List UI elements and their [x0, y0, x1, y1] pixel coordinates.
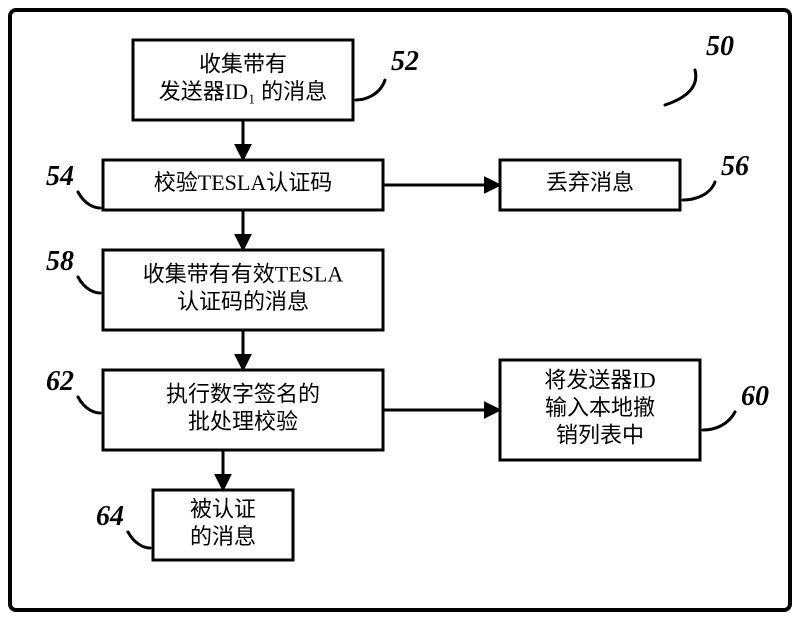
- flowchart: 收集带有发送器ID₁ 的消息校验TESLA认证码 丢弃消息收集带有有效TESLA 认…: [0, 0, 800, 620]
- label-n62: 62: [46, 366, 74, 397]
- node-n64-line-0: 被认证: [190, 496, 256, 521]
- label-lead-n58: [78, 277, 100, 293]
- label-lead-n54: [78, 192, 100, 208]
- node-n62-line-1: 批处理校验: [188, 409, 298, 434]
- node-n52: 收集带有发送器ID₁ 的消息: [133, 40, 353, 120]
- node-n60-line-1: 输入本地撤: [545, 395, 655, 420]
- node-n56: 丢弃消息: [500, 160, 680, 210]
- label-n54: 54: [46, 161, 74, 192]
- label-lead-n56: [683, 182, 715, 200]
- label-n64: 64: [96, 501, 124, 532]
- node-n58-line-0: 收集带有有效TESLA: [143, 261, 344, 286]
- node-n54-line-0: 校验TESLA认证码: [154, 170, 332, 195]
- node-n58: 收集带有有效TESLA 认证码的消息: [103, 250, 383, 330]
- label-n58: 58: [46, 246, 74, 277]
- node-n52-line-0: 收集带有: [199, 51, 287, 76]
- node-n64-line-1: 的消息: [190, 524, 256, 549]
- node-n54: 校验TESLA认证码: [103, 160, 383, 210]
- node-n62-line-0: 执行数字签名的: [166, 381, 320, 406]
- label-n52: 52: [391, 46, 419, 77]
- node-n60-line-0: 将发送器ID: [544, 368, 655, 393]
- label-n50: 50: [706, 31, 734, 62]
- label-lead-n62: [78, 397, 100, 413]
- node-n64: 被认证的消息: [153, 490, 293, 560]
- label-n60: 60: [741, 381, 769, 412]
- node-n62: 执行数字签名的批处理校验: [103, 370, 383, 450]
- label-lead-n52: [356, 80, 385, 100]
- node-n60-line-2: 销列表中: [556, 423, 644, 448]
- node-n56-line-0: 丢弃消息: [546, 170, 634, 195]
- label-lead-n50: [665, 70, 696, 105]
- label-lead-n64: [128, 532, 150, 548]
- node-n60: 将发送器ID输入本地撤销列表中: [500, 360, 700, 460]
- node-n52-line-1: 发送器ID₁ 的消息: [159, 79, 327, 104]
- label-lead-n60: [703, 412, 735, 430]
- label-n56: 56: [721, 151, 749, 182]
- node-n58-line-1: 认证码的消息: [177, 289, 309, 314]
